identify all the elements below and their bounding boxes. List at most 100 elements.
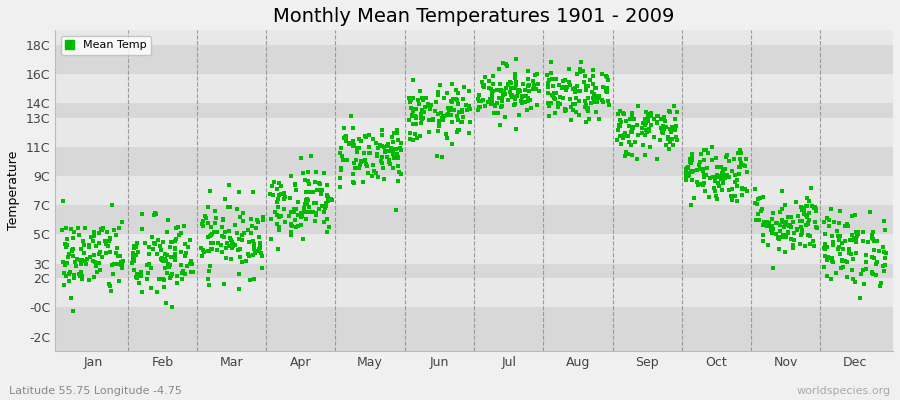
Point bbox=[222, 235, 237, 242]
Point bbox=[556, 84, 571, 90]
Point bbox=[358, 157, 373, 163]
Point bbox=[697, 173, 711, 180]
Point bbox=[405, 112, 419, 118]
Point bbox=[393, 171, 408, 177]
Point bbox=[497, 88, 511, 94]
Point bbox=[87, 259, 102, 266]
Point bbox=[831, 246, 845, 252]
Point bbox=[350, 146, 365, 152]
Point bbox=[156, 276, 170, 282]
Point bbox=[476, 83, 491, 89]
Bar bbox=[55, 30, 893, 45]
Point bbox=[231, 189, 246, 196]
Point bbox=[375, 132, 390, 138]
Point bbox=[491, 66, 506, 72]
Point bbox=[310, 212, 324, 218]
Point bbox=[662, 146, 676, 153]
Point bbox=[739, 156, 753, 162]
Point bbox=[799, 212, 814, 218]
Point bbox=[350, 145, 365, 152]
Point bbox=[77, 242, 92, 248]
Point bbox=[126, 244, 140, 251]
Point bbox=[720, 152, 734, 158]
Point bbox=[668, 116, 682, 122]
Point bbox=[787, 230, 801, 236]
Point bbox=[410, 134, 424, 141]
Point bbox=[781, 214, 796, 221]
Point bbox=[822, 217, 836, 224]
Point bbox=[167, 238, 182, 244]
Point bbox=[558, 77, 572, 83]
Point bbox=[484, 91, 499, 98]
Point bbox=[162, 274, 176, 281]
Point bbox=[154, 256, 168, 262]
Point bbox=[641, 112, 655, 118]
Point bbox=[450, 128, 464, 135]
Point bbox=[734, 192, 749, 198]
Point bbox=[205, 246, 220, 252]
Point bbox=[722, 158, 736, 165]
Point bbox=[387, 130, 401, 136]
Point bbox=[484, 101, 499, 108]
Point bbox=[712, 183, 726, 190]
Point bbox=[775, 188, 789, 194]
Point bbox=[179, 250, 194, 256]
Point bbox=[877, 248, 891, 255]
Point bbox=[57, 270, 71, 276]
Point bbox=[542, 103, 556, 110]
Point bbox=[808, 205, 823, 212]
Point bbox=[197, 249, 211, 255]
Point bbox=[195, 247, 210, 254]
Point bbox=[135, 288, 149, 295]
Point bbox=[346, 143, 361, 150]
Point bbox=[65, 248, 79, 254]
Point bbox=[766, 210, 780, 216]
Point bbox=[436, 114, 450, 121]
Point bbox=[670, 137, 684, 144]
Point bbox=[312, 181, 327, 188]
Point bbox=[710, 180, 724, 186]
Point bbox=[685, 169, 699, 175]
Point bbox=[504, 94, 518, 100]
Point bbox=[112, 252, 126, 259]
Point bbox=[291, 199, 305, 205]
Point bbox=[663, 109, 678, 116]
Point bbox=[580, 95, 595, 101]
Bar bbox=[55, 337, 893, 351]
Point bbox=[508, 82, 523, 89]
Point bbox=[483, 86, 498, 92]
Point bbox=[635, 120, 650, 126]
Point bbox=[73, 272, 87, 279]
Point bbox=[683, 156, 698, 162]
Point bbox=[777, 233, 791, 240]
Point bbox=[495, 97, 509, 104]
Point bbox=[181, 244, 195, 250]
Point bbox=[819, 257, 833, 264]
Point bbox=[64, 225, 78, 232]
Point bbox=[580, 87, 594, 94]
Point bbox=[769, 231, 783, 238]
Point bbox=[764, 222, 778, 229]
Point bbox=[220, 204, 235, 210]
Point bbox=[435, 154, 449, 160]
Point bbox=[588, 84, 602, 91]
Point bbox=[405, 112, 419, 119]
Point bbox=[422, 103, 436, 109]
Point bbox=[788, 199, 803, 206]
Point bbox=[878, 262, 892, 268]
Point bbox=[442, 106, 456, 112]
Point bbox=[667, 102, 681, 109]
Point bbox=[764, 216, 778, 222]
Point bbox=[198, 213, 212, 220]
Legend: Mean Temp: Mean Temp bbox=[60, 36, 151, 55]
Point bbox=[406, 94, 420, 101]
Point bbox=[232, 286, 247, 292]
Point bbox=[74, 271, 88, 278]
Point bbox=[158, 256, 172, 262]
Point bbox=[783, 224, 797, 230]
Point bbox=[710, 174, 724, 180]
Point bbox=[573, 88, 588, 94]
Point bbox=[845, 237, 859, 243]
Point bbox=[508, 79, 523, 86]
Point bbox=[878, 254, 892, 261]
